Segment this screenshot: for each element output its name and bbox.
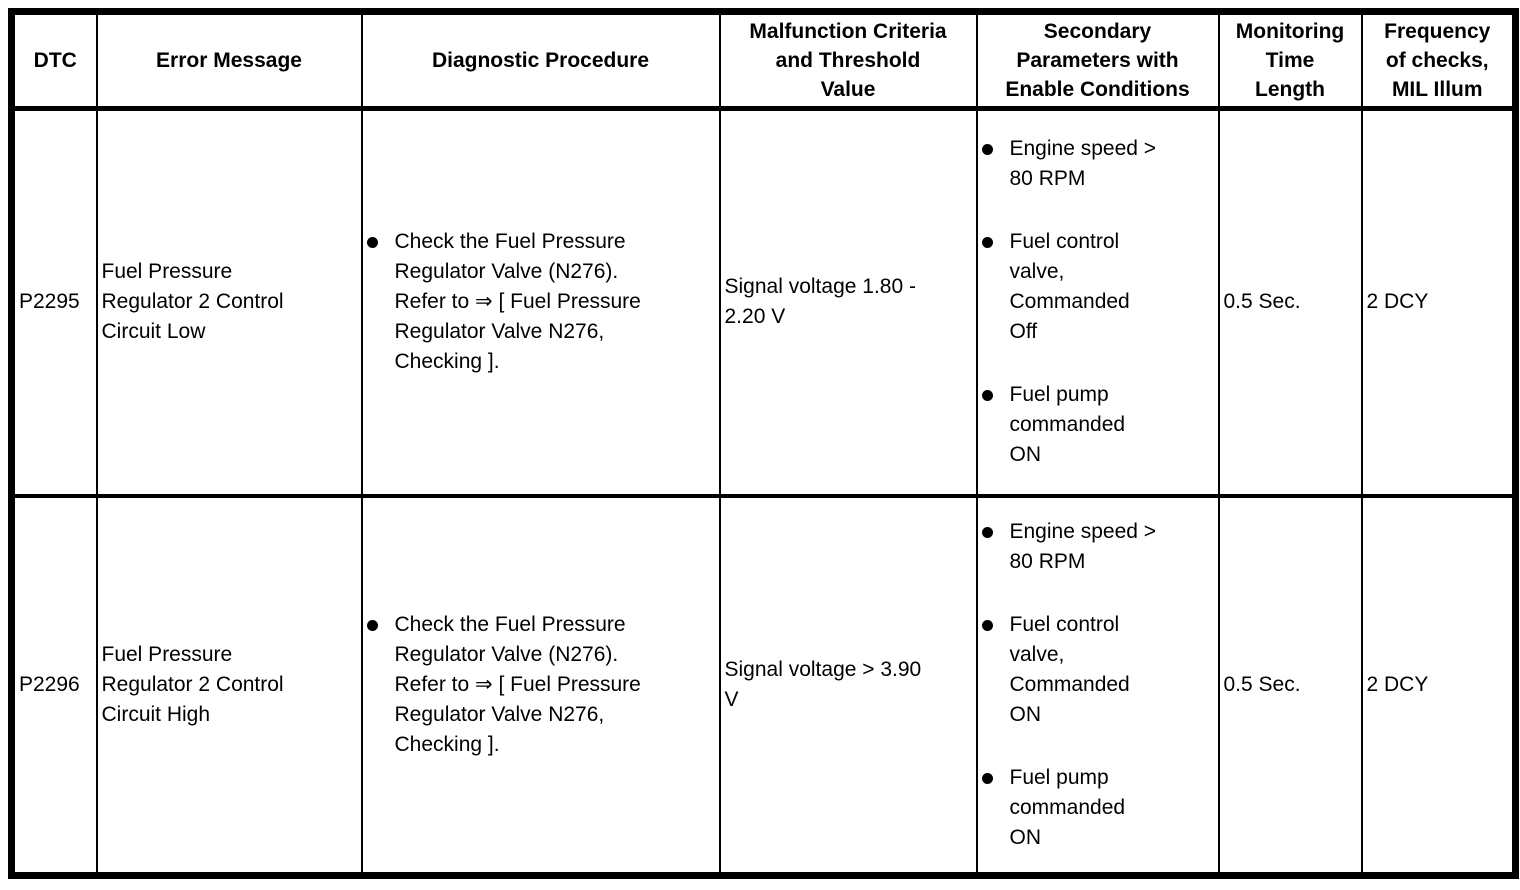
secondary-parameters-cell: Engine speed > 80 RPM Fuel control valve… [975, 494, 1220, 877]
bullet-icon [367, 610, 395, 631]
malfunction-criteria-cell: Signal voltage 1.80 - 2.20 V [718, 107, 978, 498]
column-header-monitoring-time: Monitoring Time Length [1217, 10, 1363, 111]
secondary-parameter-item: Engine speed > 80 RPM [982, 134, 1214, 194]
diagnostic-procedure-text: Check the Fuel Pressure Regulator Valve … [394, 230, 641, 374]
secondary-parameter-text: Fuel control valve, Commanded Off [1009, 230, 1130, 344]
diagnostic-procedure-text: Check the Fuel Pressure Regulator Valve … [394, 612, 641, 756]
frequency-of-checks-cell: 2 DCY [1360, 107, 1517, 498]
table-row-p2296: P2296 Fuel Pressure Regulator 2 Control … [10, 494, 1517, 877]
secondary-parameter-item: Fuel pump commanded ON [982, 380, 1214, 470]
table-header-row: DTC Error Message Diagnostic Procedure M… [10, 10, 1517, 111]
column-header-error-message: Error Message [95, 10, 363, 111]
bullet-icon [982, 763, 1010, 784]
column-header-dtc: DTC [10, 10, 98, 111]
column-header-frequency-of-checks: Frequency of checks, MIL Illum [1360, 10, 1517, 111]
dtc-diagnostic-table: DTC Error Message Diagnostic Procedure M… [8, 8, 1519, 879]
secondary-parameter-text: Fuel pump commanded ON [1009, 383, 1126, 467]
secondary-parameter-text: Engine speed > 80 RPM [1009, 519, 1157, 573]
diagnostic-procedure-cell: Check the Fuel Pressure Regulator Valve … [360, 107, 721, 498]
secondary-parameters-cell: Engine speed > 80 RPM Fuel control valve… [975, 107, 1220, 498]
bullet-icon [367, 227, 395, 248]
secondary-parameter-text: Fuel control valve, Commanded ON [1009, 612, 1130, 726]
bullet-icon [982, 380, 1010, 401]
secondary-parameter-item: Engine speed > 80 RPM [982, 517, 1214, 577]
column-header-diagnostic-procedure: Diagnostic Procedure [360, 10, 721, 111]
bullet-icon [982, 227, 1010, 248]
diagnostic-procedure-cell: Check the Fuel Pressure Regulator Valve … [360, 494, 721, 877]
bullet-icon [982, 134, 1010, 155]
bullet-icon [982, 517, 1010, 538]
dtc-code-cell: P2296 [10, 494, 98, 877]
secondary-parameter-item: Fuel control valve, Commanded ON [982, 610, 1214, 730]
diagnostic-procedure-item: Check the Fuel Pressure Regulator Valve … [367, 227, 715, 377]
monitoring-time-cell: 0.5 Sec. [1217, 494, 1363, 877]
dtc-code-cell: P2295 [10, 107, 98, 498]
diagnostic-procedure-item: Check the Fuel Pressure Regulator Valve … [367, 610, 715, 760]
table-row-p2295: P2295 Fuel Pressure Regulator 2 Control … [10, 107, 1517, 498]
frequency-of-checks-cell: 2 DCY [1360, 494, 1517, 877]
error-message-cell: Fuel Pressure Regulator 2 Control Circui… [95, 494, 363, 877]
secondary-parameter-item: Fuel pump commanded ON [982, 763, 1214, 853]
bullet-icon [982, 610, 1010, 631]
error-message-cell: Fuel Pressure Regulator 2 Control Circui… [95, 107, 363, 498]
column-header-malfunction-criteria: Malfunction Criteria and Threshold Value [718, 10, 978, 111]
malfunction-criteria-cell: Signal voltage > 3.90 V [718, 494, 978, 877]
monitoring-time-cell: 0.5 Sec. [1217, 107, 1363, 498]
secondary-parameter-item: Fuel control valve, Commanded Off [982, 227, 1214, 347]
secondary-parameter-text: Fuel pump commanded ON [1009, 765, 1126, 849]
column-header-secondary-parameters: Secondary Parameters with Enable Conditi… [975, 10, 1220, 111]
secondary-parameter-text: Engine speed > 80 RPM [1009, 137, 1157, 191]
